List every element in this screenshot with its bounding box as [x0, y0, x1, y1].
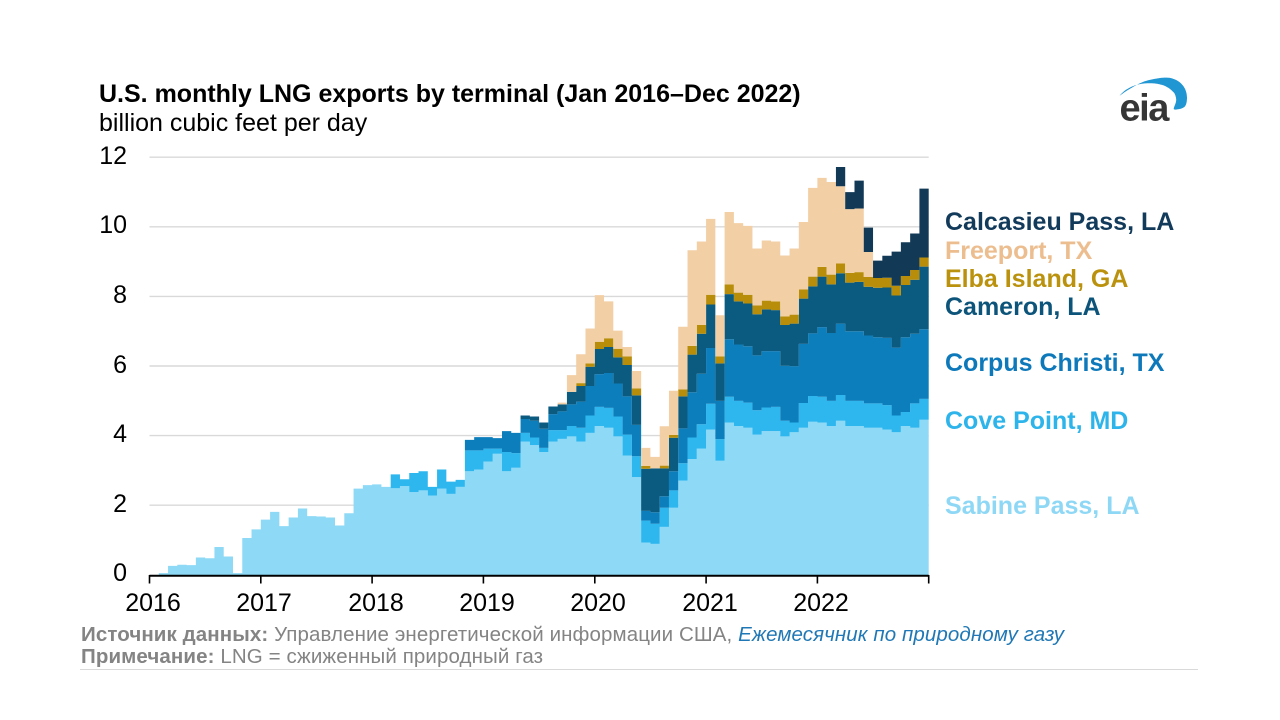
svg-text:eia: eia — [1120, 87, 1171, 129]
